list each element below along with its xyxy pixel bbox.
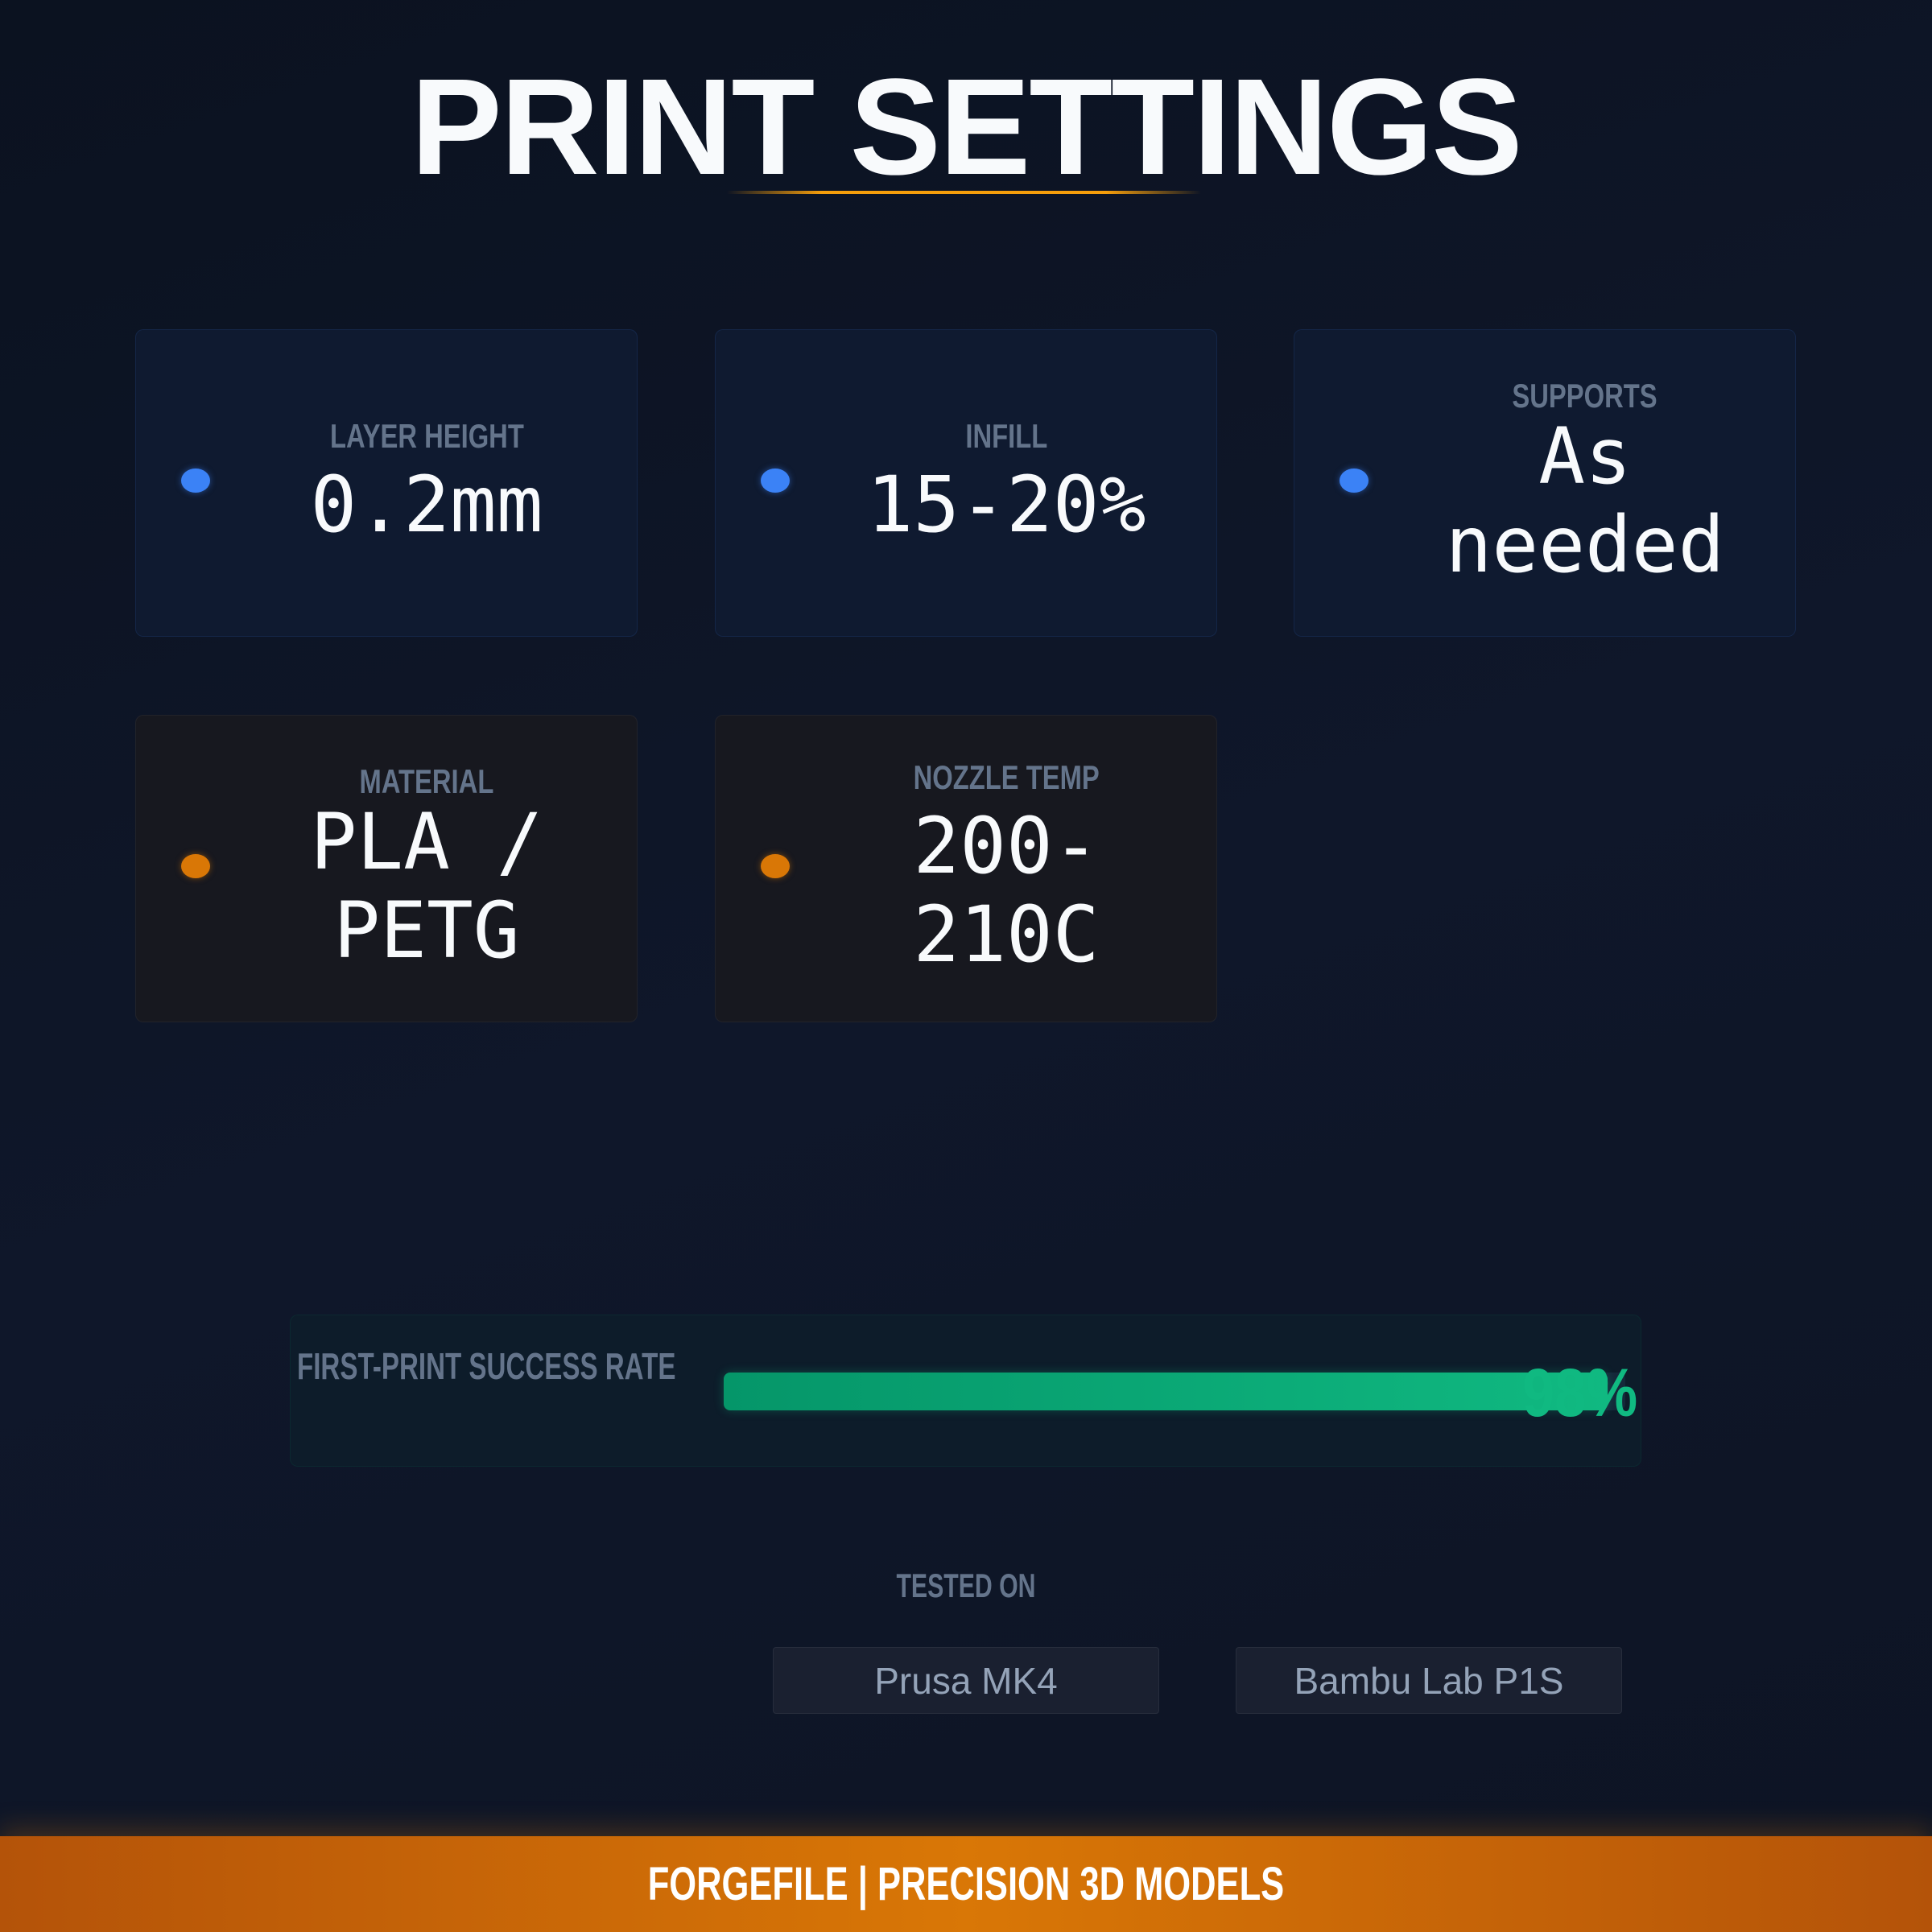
tested-on-label: TESTED ON [896,1567,1036,1604]
setting-label: LAYER HEIGHT [329,417,524,455]
setting-card-layer-height: LAYER HEIGHT 0.2mm [135,329,638,637]
setting-label: MATERIAL [359,762,494,800]
success-rate-bar [724,1373,1625,1410]
success-rate-label: FIRST-PRINT SUCCESS RATE [297,1345,676,1387]
status-dot-icon [181,854,210,878]
printer-chip: Bambu Lab P1S [1236,1647,1622,1714]
status-dot-icon [1340,469,1368,493]
setting-label: SUPPORTS [1512,377,1658,415]
setting-label: INFILL [965,417,1047,455]
setting-value: 15-20% [866,460,1146,550]
setting-value: PLA / PETG [310,797,543,976]
page-title: PRINT SETTINGS [411,51,1522,204]
setting-value: 200-210C [913,801,1100,980]
status-dot-icon [181,469,210,493]
title-underline [727,191,1201,194]
setting-value: 0.2mm [310,460,543,550]
success-rate-value: 98% [1522,1355,1637,1430]
footer-banner: FORGEFILE | PRECISION 3D MODELS [0,1836,1932,1932]
setting-label: NOZZLE TEMP [913,758,1100,796]
printer-chip: Prusa MK4 [773,1647,1159,1714]
footer-text: FORGEFILE | PRECISION 3D MODELS [647,1858,1285,1910]
status-dot-icon [761,854,790,878]
setting-card-material: MATERIAL PLA / PETG [135,715,638,1022]
setting-value: As needed [1445,411,1725,590]
status-dot-icon [761,469,790,493]
success-rate-fill [724,1373,1608,1410]
success-rate-panel: FIRST-PRINT SUCCESS RATE 98% [290,1315,1641,1467]
setting-card-supports: SUPPORTS As needed [1294,329,1796,637]
setting-card-nozzle-temp: NOZZLE TEMP 200-210C [715,715,1217,1022]
setting-card-infill: INFILL 15-20% [715,329,1217,637]
